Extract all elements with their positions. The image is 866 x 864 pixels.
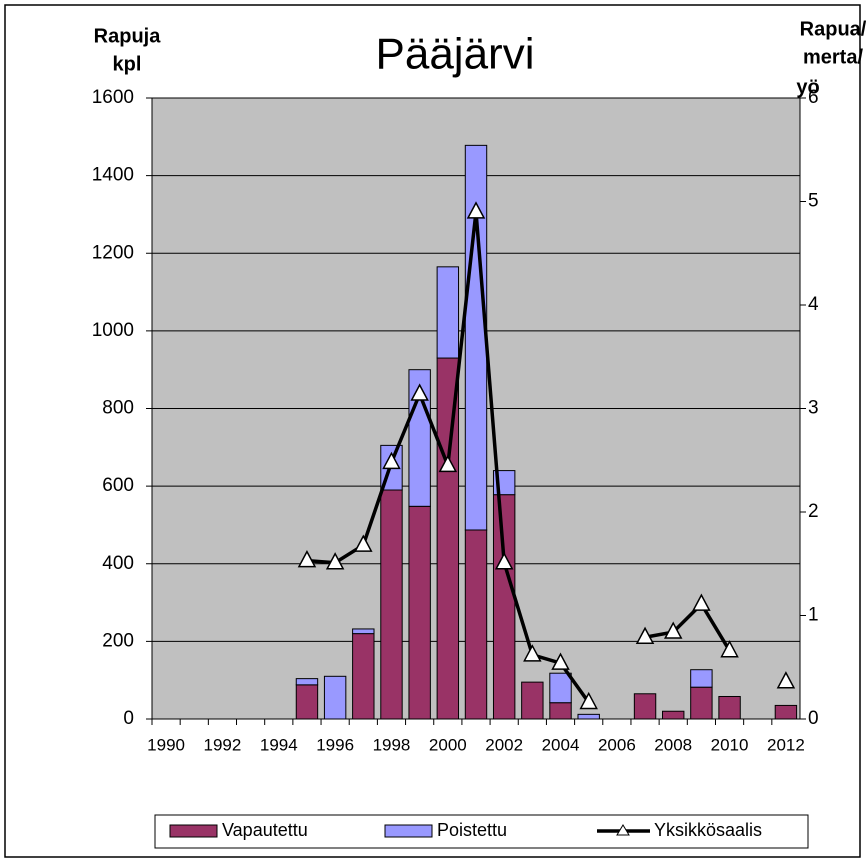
- y-axis-label: Rapuja: [94, 25, 162, 47]
- y2-axis-label: yö: [796, 76, 819, 98]
- y-tick-label: 1400: [92, 165, 134, 186]
- bar: [492, 470, 516, 496]
- bar: [323, 675, 347, 720]
- bar: [436, 266, 460, 359]
- line-marker: [663, 621, 683, 639]
- bar: [521, 681, 544, 720]
- line-marker: [354, 534, 373, 552]
- y-tick-label: 1000: [92, 320, 134, 341]
- x-tick-label: 1990: [147, 735, 185, 754]
- bar: [408, 505, 431, 720]
- y-tick-label: 600: [102, 475, 134, 496]
- bar: [295, 678, 319, 686]
- bar: [549, 672, 572, 704]
- y-tick-label: 0: [123, 708, 134, 729]
- line-marker: [635, 626, 655, 644]
- line-marker: [523, 644, 542, 662]
- x-tick-label: 1994: [260, 735, 298, 754]
- x-tick-label: 2004: [542, 735, 580, 754]
- x-tick-label: 1996: [316, 735, 354, 754]
- y-tick-label: 200: [102, 630, 134, 651]
- y2-tick-label: 2: [808, 501, 819, 522]
- y-tick-label: 1600: [92, 87, 134, 108]
- y2-tick-label: 1: [808, 605, 819, 626]
- bar: [774, 704, 798, 720]
- legend-swatch: [616, 824, 630, 836]
- bar: [492, 494, 516, 720]
- bar: [633, 693, 657, 720]
- y-tick-label: 800: [102, 398, 134, 419]
- x-tick-label: 2002: [485, 735, 523, 754]
- line-marker: [466, 201, 486, 219]
- y2-tick-label: 4: [808, 294, 819, 315]
- bar: [718, 695, 741, 720]
- chart-title: Pääjärvi: [376, 30, 535, 79]
- y2-axis-label: Rapua/: [800, 18, 866, 40]
- line-marker: [410, 383, 429, 401]
- bar: [464, 144, 488, 531]
- x-tick-label: 2012: [767, 735, 805, 754]
- bar: [549, 702, 572, 720]
- legend-label: Poistettu: [437, 820, 507, 840]
- bar: [408, 369, 431, 507]
- legend-swatch: [169, 824, 218, 838]
- y2-tick-label: 3: [808, 398, 819, 419]
- x-tick-label: 2000: [429, 735, 467, 754]
- line-marker: [551, 652, 570, 670]
- y-tick-label: 400: [102, 553, 134, 574]
- bar: [690, 669, 713, 688]
- x-tick-label: 2008: [654, 735, 692, 754]
- line-marker: [325, 552, 345, 570]
- line-marker: [692, 593, 711, 611]
- bar: [464, 529, 488, 720]
- y2-tick-label: 6: [808, 87, 819, 108]
- x-tick-label: 2010: [711, 735, 749, 754]
- legend-label: Yksikkösaalis: [654, 820, 762, 840]
- line-marker: [494, 552, 514, 570]
- bar: [690, 686, 713, 720]
- line-marker: [579, 691, 598, 710]
- y2-tick-label: 0: [808, 708, 819, 729]
- y2-axis-label: merta/: [803, 46, 863, 68]
- line-marker: [720, 640, 739, 658]
- line-marker: [776, 671, 796, 689]
- bar: [380, 489, 403, 720]
- y-axis-label: kpl: [113, 53, 142, 75]
- legend-swatch: [384, 824, 433, 838]
- line-marker: [438, 454, 458, 473]
- bar: [352, 628, 375, 635]
- y-tick-label: 1200: [92, 242, 134, 263]
- x-tick-label: 1992: [204, 735, 242, 754]
- bar: [295, 684, 319, 720]
- line-marker: [382, 451, 401, 470]
- bar: [577, 713, 600, 720]
- plot-border: [151, 97, 801, 720]
- x-tick-label: 2006: [598, 735, 636, 754]
- bar: [352, 633, 375, 720]
- legend: [154, 814, 809, 849]
- line-marker: [297, 550, 317, 568]
- bar: [662, 710, 685, 720]
- legend-label: Vapautettu: [222, 820, 308, 840]
- x-tick-label: 1998: [373, 735, 411, 754]
- y2-tick-label: 5: [808, 191, 819, 212]
